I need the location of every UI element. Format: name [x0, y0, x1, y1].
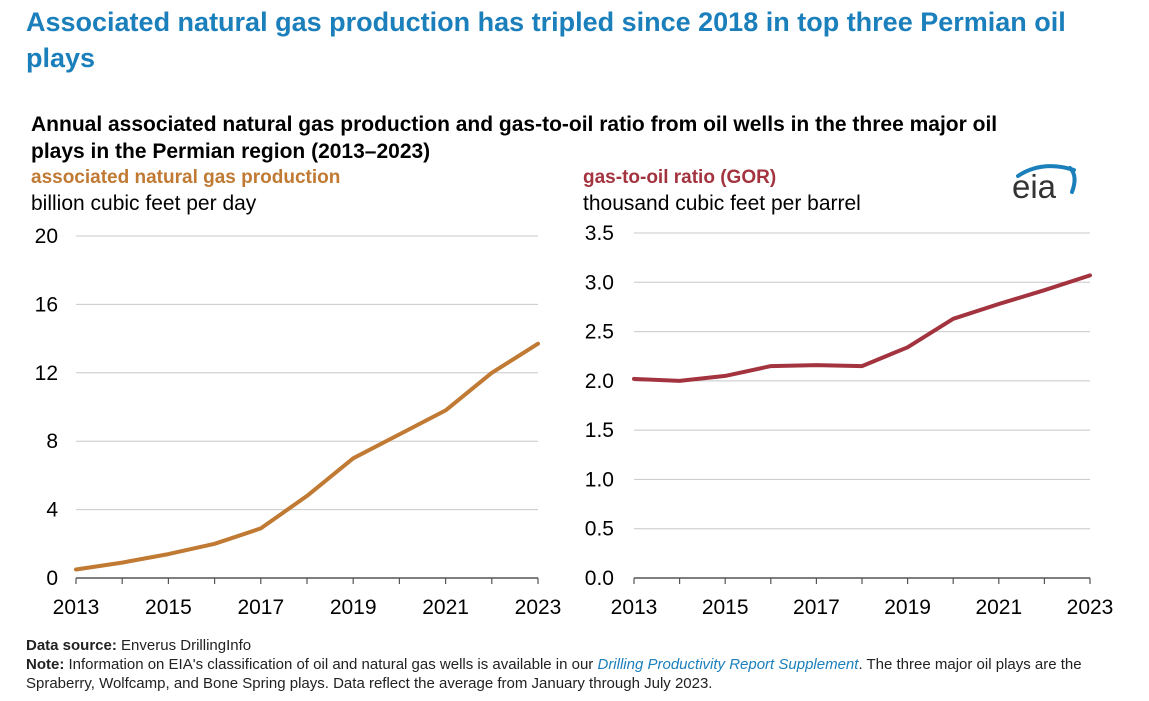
data-source-text: Enverus DrillingInfo	[121, 637, 252, 654]
eia-logo-arc-icon	[1016, 164, 1077, 194]
note-text-1: Information on EIA's classification of o…	[68, 656, 594, 673]
gor-y-tick-label: 3.0	[585, 271, 614, 294]
chart-subtitle: Annual associated natural gas production…	[31, 113, 998, 163]
gas-x-tick-label: 2019	[330, 596, 377, 619]
gor-x-tick-label: 2013	[611, 596, 658, 619]
gor-y-tick-label: 1.5	[585, 419, 614, 442]
gas-y-tick-label: 20	[35, 225, 58, 248]
gas-y-tick-label: 16	[35, 293, 58, 316]
data-source-label: Data source:	[26, 637, 117, 654]
left-series-title: associated natural gas production	[31, 167, 341, 188]
gas-y-tick-label: 0	[46, 567, 58, 590]
gas-y-tick-label: 12	[35, 362, 58, 385]
gor-y-tick-label: 0.5	[585, 518, 614, 541]
gor-x-tick-label: 2015	[702, 596, 749, 619]
gor-y-tick-label: 2.5	[585, 321, 614, 344]
gas-production-panel: 0 4 8 12 16 20 2013 2015 2017 2019 2021 2023	[35, 225, 562, 619]
gor-x-tick-label: 2023	[1067, 596, 1114, 619]
report-supplement-link[interactable]: Drilling Productivity Report Supplement	[597, 656, 859, 673]
gas-x-tick-label: 2017	[237, 596, 284, 619]
left-axis-unit: billion cubic feet per day	[31, 192, 257, 215]
gor-x-tick-label: 2019	[884, 596, 931, 619]
gas-x-tick-label: 2023	[515, 596, 562, 619]
gor-x-tick-label: 2017	[793, 596, 840, 619]
right-series-title: gas-to-oil ratio (GOR)	[583, 167, 777, 188]
gor-panel: 0.0 0.5 1.0 1.5 2.0 2.5 3.0 3.5 2013 2015 2017 2019…	[585, 222, 1114, 619]
gas-y-tick-label: 8	[46, 430, 58, 453]
gor-y-tick-label: 0.0	[585, 567, 614, 590]
footer: Data source: Enverus DrillingInfo Note: …	[26, 636, 1126, 693]
gor-y-tick-label: 2.0	[585, 370, 614, 393]
gor-x-tick-label: 2021	[975, 596, 1022, 619]
right-axis-unit: thousand cubic feet per barrel	[583, 192, 861, 215]
note-label: Note:	[26, 656, 65, 673]
gor-series-line	[632, 273, 1092, 383]
note-line: Note: Information on EIA's classificatio…	[26, 655, 1126, 693]
headline: Associated natural gas production has tr…	[26, 7, 1066, 73]
gas-x-tick-label: 2015	[145, 596, 192, 619]
note-text-2: . The three major oil plays are the Spra…	[26, 656, 1082, 692]
eia-logo-text: eia	[1012, 168, 1057, 205]
eia-logo: eia	[1012, 162, 1084, 208]
gas-x-tick-label: 2021	[422, 596, 469, 619]
gas-x-tick-label: 2013	[53, 596, 100, 619]
gor-y-tick-label: 1.0	[585, 468, 614, 491]
data-source-line: Data source: Enverus DrillingInfo	[26, 636, 1126, 655]
gas-y-tick-label: 4	[46, 499, 58, 522]
gas-series-line	[74, 341, 540, 572]
chart-area: 0 4 8 12 16 20 2013 2015 2017 2019 2021 2023 0.0 0.5…	[35, 222, 1114, 619]
gor-y-tick-label: 3.5	[585, 222, 614, 245]
